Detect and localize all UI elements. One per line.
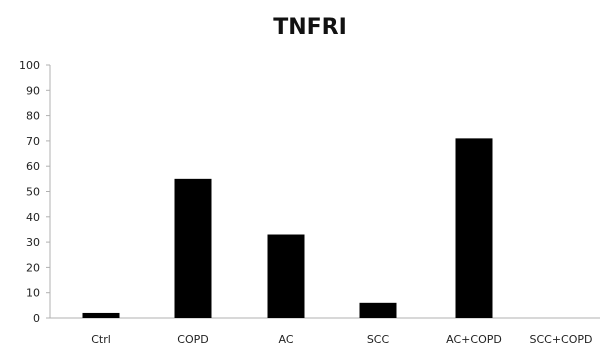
y-tick-label: 80: [26, 110, 40, 123]
y-tick-label: 70: [26, 135, 40, 148]
x-category-label: Ctrl: [91, 333, 111, 346]
x-category-label: SCC+COPD: [529, 333, 592, 346]
bar-copd: [174, 178, 212, 318]
y-tick-label: 60: [26, 160, 40, 173]
bar-ac: [267, 234, 305, 318]
y-tick-label: 10: [26, 287, 40, 300]
x-category-label: COPD: [177, 333, 208, 346]
y-axis-ticks: 0 10 20 30 40 50 60 70 80 90 100: [19, 59, 50, 325]
x-axis-categories: Ctrl COPD AC SCC AC+COPD SCC+COPD: [91, 333, 592, 346]
axes: [49, 65, 600, 319]
x-category-label: AC+COPD: [446, 333, 502, 346]
x-category-label: AC: [278, 333, 293, 346]
y-tick-label: 40: [26, 211, 40, 224]
bar-scc: [359, 302, 397, 318]
y-tick-label: 0: [33, 312, 40, 325]
y-tick-label: 20: [26, 261, 40, 274]
chart-title: TNFRI: [273, 15, 347, 40]
y-tick-label: 90: [26, 84, 40, 97]
bar-ac-copd: [455, 138, 493, 318]
bar-ctrl: [82, 312, 120, 318]
y-tick-label: 30: [26, 236, 40, 249]
bars: [82, 138, 493, 318]
y-tick-label: 50: [26, 186, 40, 199]
y-tick-label: 100: [19, 59, 40, 72]
x-category-label: SCC: [367, 333, 390, 346]
